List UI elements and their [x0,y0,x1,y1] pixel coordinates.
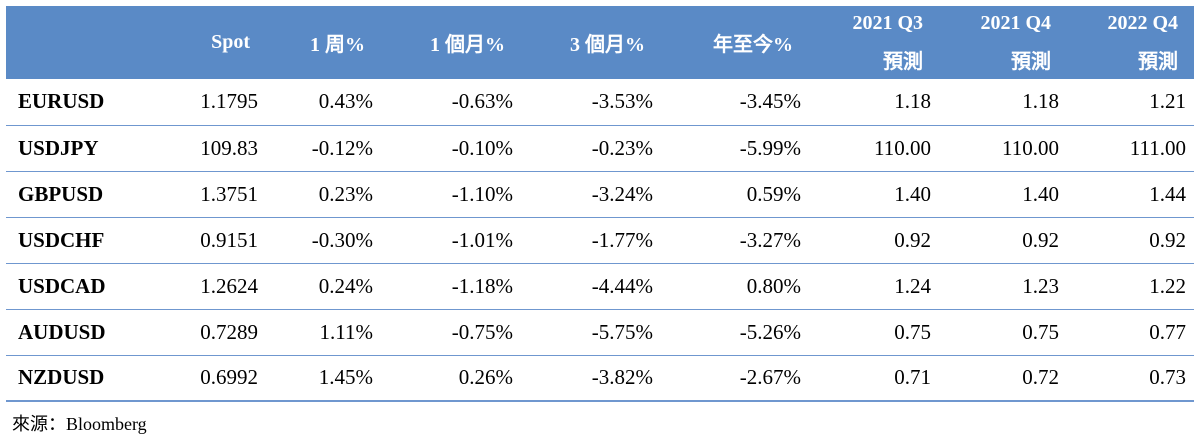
table-cell: 0.24% [266,263,381,310]
table-row: USDCHF 0.9151 -0.30% -1.01% -1.77% -3.27% 0.92… [6,217,1194,264]
table-cell: -3.24% [521,171,661,218]
column-header: 2021 Q4 預測 [939,6,1067,79]
column-header-label: 年至今% [713,34,793,56]
table-cell: 0.59% [661,171,809,218]
table-body: EURUSD 1.1795 0.43% -0.63% -3.53% -3.45% 1.18 1… [6,79,1194,402]
currency-pair: NZDUSD [6,355,156,402]
currency-pair: EURUSD [6,79,156,126]
column-header: 1 周% [266,6,381,79]
column-header-sublabel: 預測 [1011,50,1051,73]
currency-pair: AUDUSD [6,309,156,356]
table-cell: 1.18 [809,79,939,126]
table-cell: 0.43% [266,79,381,126]
table-cell: -5.75% [521,309,661,356]
table-cell: -0.63% [381,79,521,126]
table-cell: 1.44 [1067,171,1194,218]
table-cell: 1.22 [1067,263,1194,310]
table-cell: 0.23% [266,171,381,218]
table-cell: 0.77 [1067,309,1194,356]
column-header: 年至今% [661,6,809,79]
currency-pair: USDCHF [6,217,156,264]
table-cell: -0.23% [521,125,661,172]
table-cell: -3.27% [661,217,809,264]
table-cell: -5.26% [661,309,809,356]
table-cell: 0.9151 [156,217,266,264]
column-header-label: 2021 Q3 [852,11,923,34]
table-cell: -0.75% [381,309,521,356]
column-header-label: Spot [211,31,250,53]
table-cell: -1.18% [381,263,521,310]
column-header: Spot [156,6,266,79]
column-header: 2022 Q4 預測 [1067,6,1194,79]
table-cell: -3.82% [521,355,661,402]
column-header-label: 2021 Q4 [980,11,1051,34]
source-note: 來源：Bloomberg [12,414,147,434]
table-cell: 1.21 [1067,79,1194,126]
table-cell: 1.2624 [156,263,266,310]
table-cell: 0.80% [661,263,809,310]
table-cell: 0.92 [939,217,1067,264]
header-row: Spot 1 周% 1 個月% 3 個月% 年至今% 2021 Q3 預測 2021 Q4 預測… [6,6,1194,79]
table-cell: 1.40 [809,171,939,218]
table-cell: -0.12% [266,125,381,172]
table-cell: 1.11% [266,309,381,356]
table-cell: 0.6992 [156,355,266,402]
table-cell: 0.75 [939,309,1067,356]
table-cell: -0.10% [381,125,521,172]
table-cell: -4.44% [521,263,661,310]
table-cell: 0.72 [939,355,1067,402]
table-row: EURUSD 1.1795 0.43% -0.63% -3.53% -3.45% 1.18 1… [6,79,1194,126]
table-cell: 1.1795 [156,79,266,126]
table-cell: 0.7289 [156,309,266,356]
table-cell: 1.40 [939,171,1067,218]
table-row: USDJPY 109.83 -0.12% -0.10% -0.23% -5.99% 110.… [6,125,1194,172]
table-cell: 0.26% [381,355,521,402]
table-cell: 111.00 [1067,125,1194,172]
table-cell: 1.45% [266,355,381,402]
table-row: AUDUSD 0.7289 1.11% -0.75% -5.75% -5.26% 0.75 0… [6,309,1194,356]
table-cell: 0.75 [809,309,939,356]
column-header-label: 2022 Q4 [1107,11,1178,34]
currency-pair: USDCAD [6,263,156,310]
table-cell: 110.00 [809,125,939,172]
table-cell: -1.77% [521,217,661,264]
table-row: NZDUSD 0.6992 1.45% 0.26% -3.82% -2.67% 0.71 0.… [6,355,1194,402]
table-row: GBPUSD 1.3751 0.23% -1.10% -3.24% 0.59% 1.40 1.… [6,171,1194,218]
table-cell: 0.92 [809,217,939,264]
table-cell: -1.01% [381,217,521,264]
column-header-label: 3 個月% [570,34,645,56]
table-cell: -1.10% [381,171,521,218]
table-cell: 1.18 [939,79,1067,126]
column-header: 1 個月% [381,6,521,79]
table-cell: 1.3751 [156,171,266,218]
column-header: 3 個月% [521,6,661,79]
currency-pair: GBPUSD [6,171,156,218]
table-cell: -5.99% [661,125,809,172]
column-header-sublabel: 預測 [1138,50,1178,73]
table-row: USDCAD 1.2624 0.24% -1.18% -4.44% 0.80% 1.24 1.… [6,263,1194,310]
column-header: 2021 Q3 預測 [809,6,939,79]
table-cell: 0.71 [809,355,939,402]
table-header: Spot 1 周% 1 個月% 3 個月% 年至今% 2021 Q3 預測 2021 Q4 預測… [6,6,1194,79]
table-cell: 0.92 [1067,217,1194,264]
fx-forecast-table: Spot 1 周% 1 個月% 3 個月% 年至今% 2021 Q3 預測 2021 Q4 預測… [6,6,1194,402]
table-cell: -3.53% [521,79,661,126]
column-header-sublabel: 預測 [883,50,923,73]
currency-pair: USDJPY [6,125,156,172]
table-cell: 1.23 [939,263,1067,310]
table-cell: -0.30% [266,217,381,264]
column-header-label: 1 周% [310,34,365,56]
table-cell: -3.45% [661,79,809,126]
table-cell: 110.00 [939,125,1067,172]
table-cell: 109.83 [156,125,266,172]
table-cell: 0.73 [1067,355,1194,402]
table-cell: -2.67% [661,355,809,402]
column-header-label: 1 個月% [430,34,505,56]
header-corner [6,6,156,79]
table-cell: 1.24 [809,263,939,310]
